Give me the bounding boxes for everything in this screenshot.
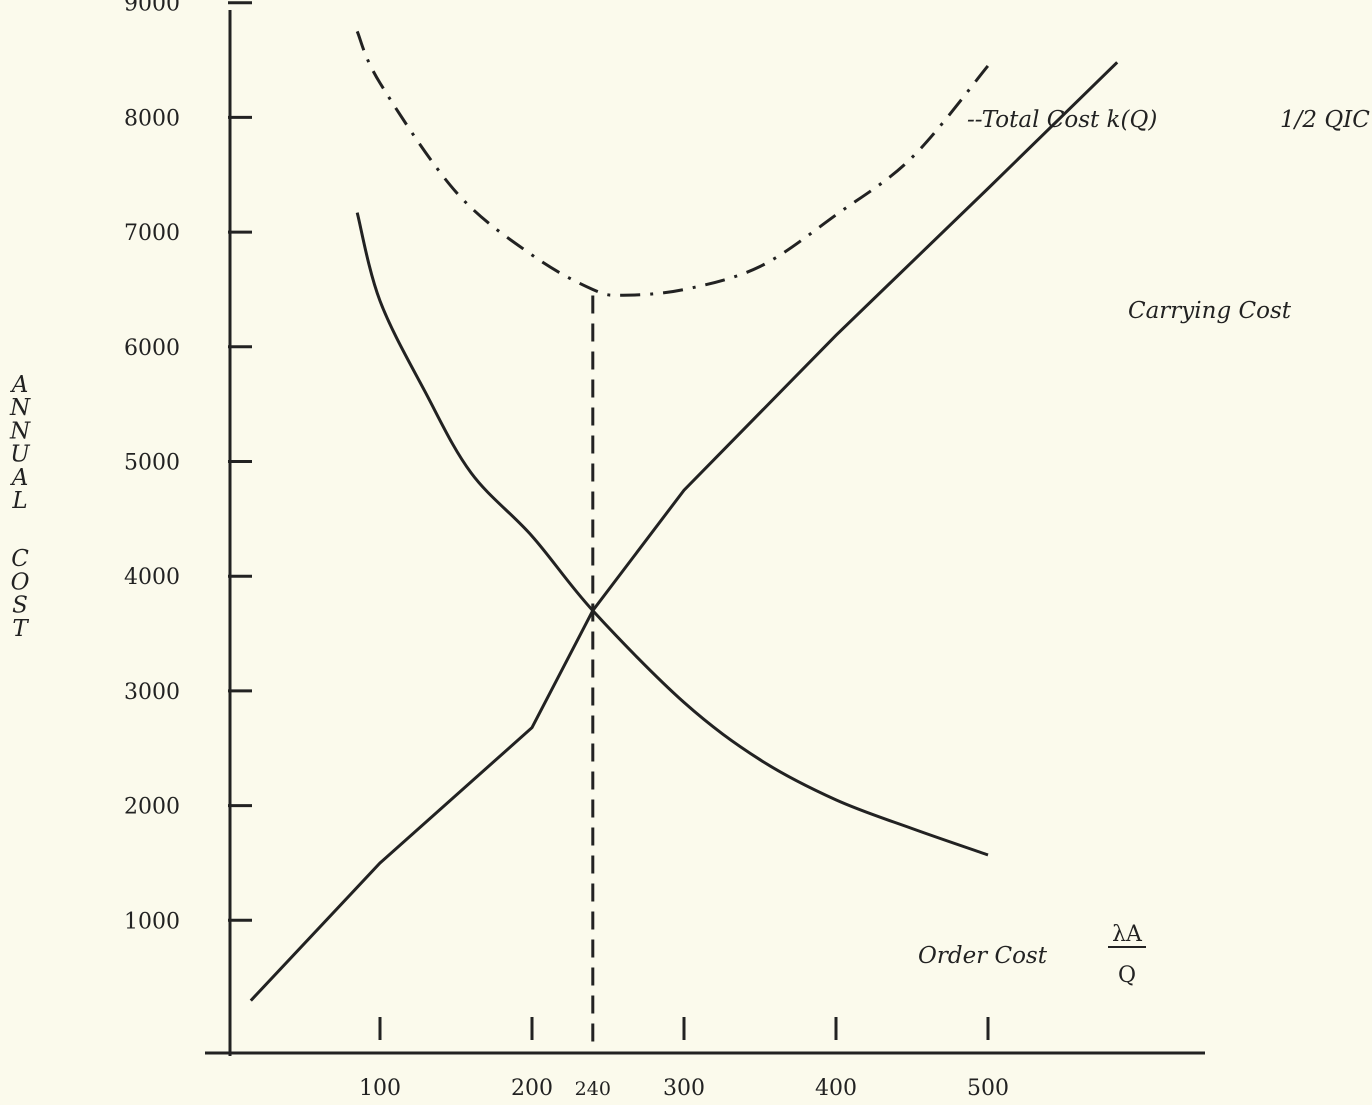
y-axis-label-letter: A	[10, 372, 29, 398]
carrying-cost-line	[249, 61, 1119, 1002]
y-axis-label-letter: N	[9, 418, 31, 444]
x-tick-label: 200	[511, 1076, 553, 1101]
y-tick-label: 4000	[124, 565, 180, 590]
order-cost-curve	[355, 212, 989, 857]
y-tick-label: 9000	[124, 0, 180, 17]
y-axis-label-letter: L	[11, 488, 27, 514]
y-axis-label-letter: S	[12, 593, 28, 619]
y-tick-label: 1000	[124, 909, 180, 934]
x-tick-label: 300	[663, 1076, 705, 1101]
x-axis-ticks: 100 200 240 300 400 500	[359, 1017, 1009, 1101]
y-tick-label: 7000	[124, 221, 180, 246]
x-tick-label: 240	[575, 1078, 611, 1100]
y-axis-ticks: 1000 2000 3000 4000 5000 6000 7000 8000 9000	[124, 0, 252, 934]
y-tick-label: 8000	[124, 106, 180, 131]
order-cost-formula-numerator: λA	[1112, 922, 1143, 947]
y-tick-label: 6000	[124, 336, 180, 361]
y-tick-label: 5000	[124, 451, 180, 476]
axes	[205, 10, 1205, 1056]
order-cost-formula-denominator: Q	[1118, 963, 1136, 988]
y-tick-label: 2000	[124, 795, 180, 820]
y-axis-label-letter: O	[11, 569, 30, 595]
series-layer	[249, 30, 1119, 1045]
y-tick-label: 3000	[124, 680, 180, 705]
x-tick-label: 400	[815, 1076, 857, 1101]
total-cost-label: --Total Cost k(Q)	[967, 107, 1157, 133]
order-cost-label: Order Cost	[918, 943, 1048, 969]
total-cost-curve	[355, 30, 990, 297]
y-axis-label-letter: C	[11, 546, 29, 572]
y-axis-label-letter: U	[10, 442, 31, 468]
y-axis-label-letter: A	[10, 465, 29, 491]
x-tick-label: 500	[967, 1076, 1009, 1101]
carrying-cost-formula-label: 1/2 QIC	[1280, 107, 1370, 133]
y-axis-label-letter: T	[12, 616, 29, 642]
y-axis-label-letter: N	[9, 395, 31, 421]
curve-labels: --Total Cost k(Q) 1/2 QIC Carrying Cost …	[918, 107, 1370, 988]
carrying-cost-label: Carrying Cost	[1128, 298, 1292, 324]
x-tick-label: 100	[359, 1076, 401, 1101]
